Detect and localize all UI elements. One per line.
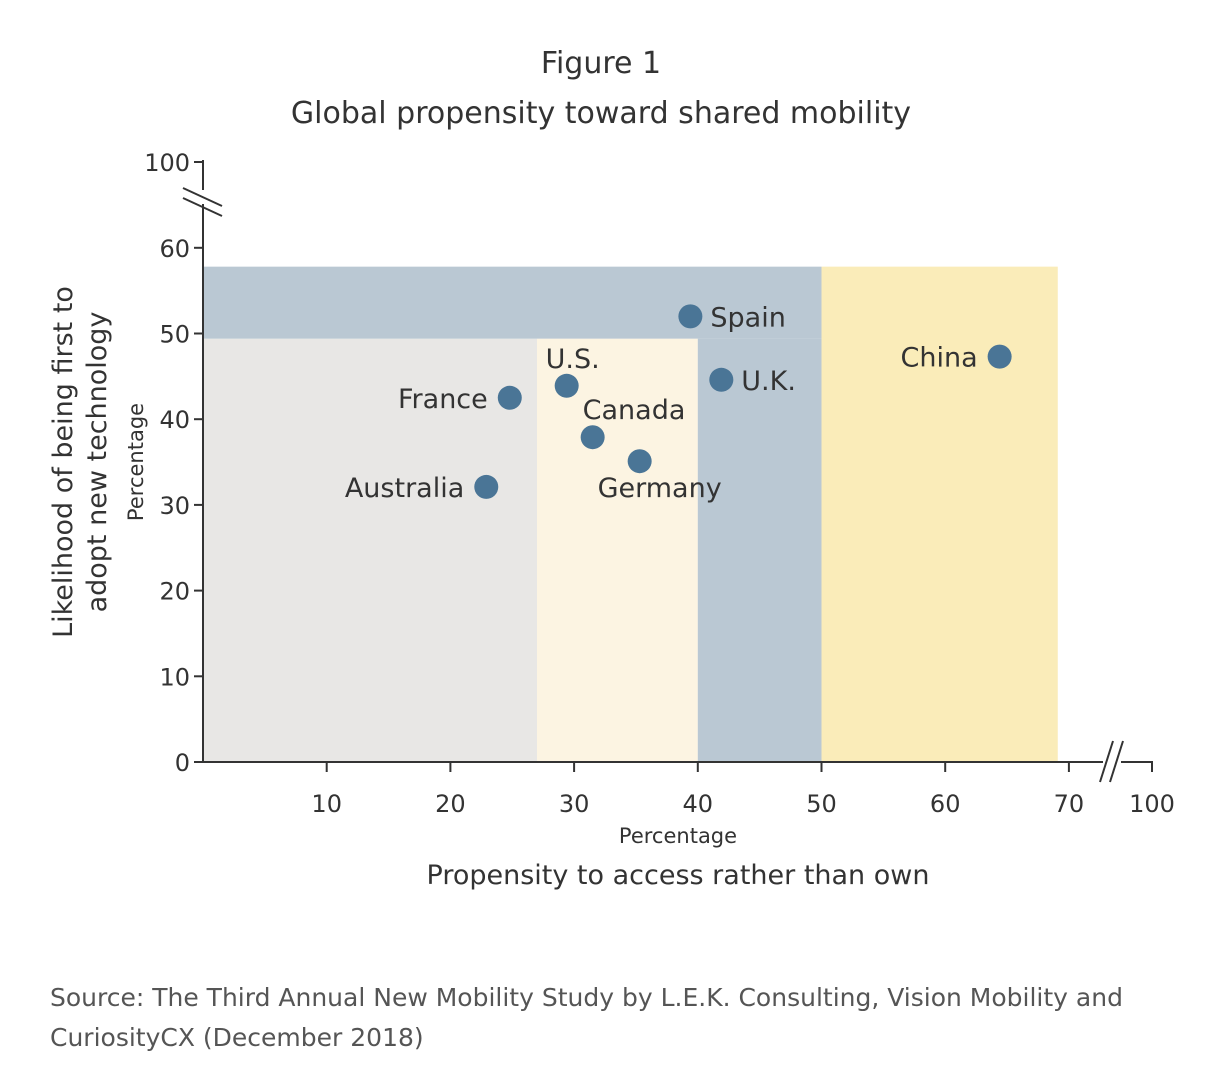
x-tick-label: 20 [435,790,466,818]
point-label: Germany [598,473,722,504]
region-2 [697,338,822,762]
point-us [554,373,579,398]
x-tick-label: 30 [559,790,590,818]
y-tick-label: 60 [159,235,190,263]
x-tick-label: 10 [311,790,342,818]
y-tick-label: 10 [159,663,190,691]
point-label: Canada [583,395,686,426]
point-canada [580,425,605,450]
point-label: U.K. [741,366,796,397]
y-break-mark [182,187,223,207]
y-tick-label: 50 [159,321,190,349]
x-axis-unit: Percentage [618,824,738,848]
x-tick-label: 50 [806,790,837,818]
region-4 [821,266,1058,762]
point-germany [627,449,652,474]
point-china [987,344,1012,369]
region-3 [203,266,822,339]
y-axis-unit: Percentage [124,403,148,521]
y-tick-label: 100 [144,149,190,177]
point-label: Australia [345,473,464,504]
x-tick-label: 40 [683,790,714,818]
x-break-mark [1109,740,1124,783]
point-spain [678,304,703,329]
region-0 [203,338,537,762]
point-france [497,385,522,410]
x-tick-label: 100 [1129,790,1175,818]
y-axis-label-line: adopt new technology [82,312,113,613]
y-tick-label: 40 [159,406,190,434]
point-australia [474,474,499,499]
y-axis-label: Likelihood of being first to adopt new te… [48,286,113,638]
x-axis-label: Propensity to access rather than own [426,860,930,891]
source-note: Source: The Third Annual New Mobility St… [50,983,1123,1052]
figure-label: Figure 1 [540,46,662,81]
region-1 [536,338,698,762]
y-tick-label: 20 [159,578,190,606]
y-tick-label: 0 [175,749,190,777]
y-break-mark [182,197,223,217]
chart-title: Global propensity toward shared mobility [290,96,912,131]
x-tick-label: 60 [930,790,961,818]
point-label: Spain [710,302,785,333]
y-tick-label: 30 [159,492,190,520]
point-label: France [398,384,488,415]
point-uk [709,367,734,392]
x-tick-label: 70 [1054,790,1085,818]
point-label: China [901,343,978,374]
point-label: U.S. [546,344,600,375]
y-axis-label-line: Likelihood of being first to [48,286,79,638]
x-break-mark [1099,740,1114,783]
